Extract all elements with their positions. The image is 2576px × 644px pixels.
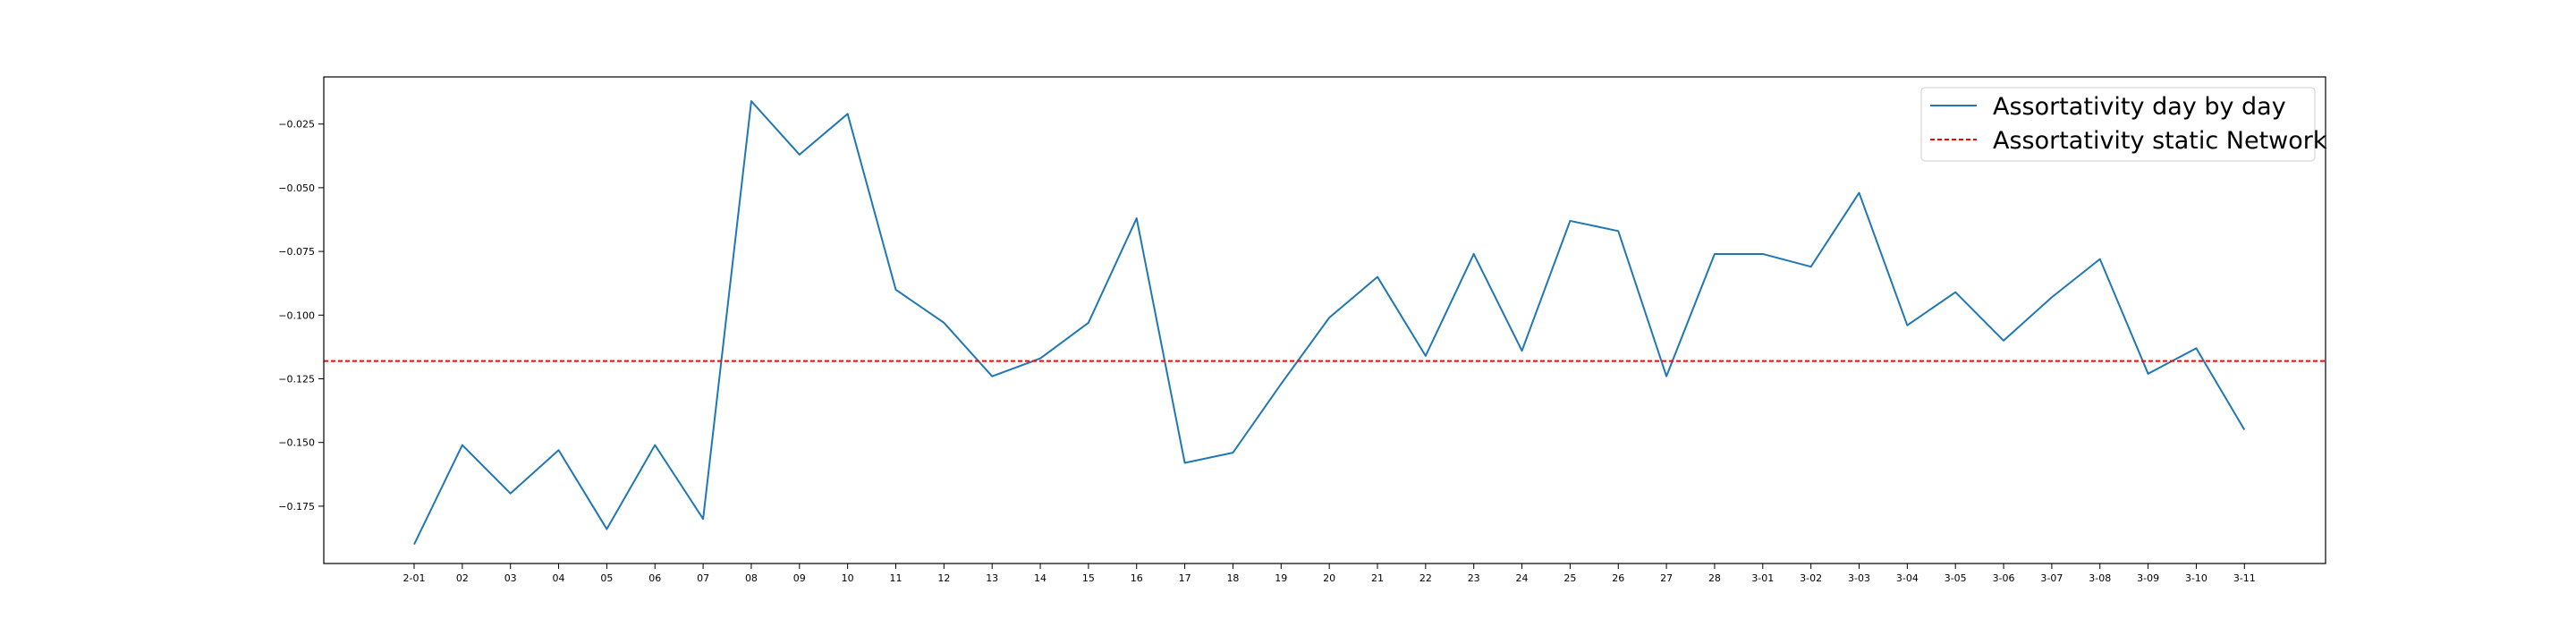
x-tick-label: 3-01: [1751, 572, 1774, 584]
data-point: [2051, 296, 2053, 298]
x-tick-label: 3-02: [1800, 572, 1822, 584]
y-tick-label: −0.125: [278, 374, 315, 386]
data-point: [413, 544, 415, 546]
y-axis: −0.175 −0.150 −0.125 −0.100 −0.075 −0.050 −0.0…: [278, 119, 324, 513]
data-point: [2148, 373, 2149, 375]
x-tick-label: 3-04: [1896, 572, 1919, 584]
x-tick-label: 23: [1468, 572, 1480, 584]
data-point: [1521, 350, 1523, 352]
x-tick-label: 24: [1516, 572, 1529, 584]
x-tick-label: 18: [1226, 572, 1239, 584]
plot-frame: [323, 76, 2326, 564]
y-tick-label: −0.075: [278, 246, 315, 258]
data-point: [943, 322, 945, 324]
data-point: [1714, 253, 1716, 255]
data-point: [654, 445, 656, 446]
x-tick-label: 16: [1131, 572, 1143, 584]
data-point: [2099, 258, 2101, 260]
x-tick-label: 20: [1323, 572, 1335, 584]
legend: Assortativity day by day Assortativity s…: [1920, 87, 2327, 162]
data-point: [1617, 230, 1619, 232]
x-tick-label: 14: [1034, 572, 1046, 584]
x-tick-label: 12: [937, 572, 950, 584]
x-tick-label: 04: [553, 572, 565, 584]
x-tick-label: 22: [1419, 572, 1432, 584]
x-tick-label: 21: [1371, 572, 1384, 584]
x-tick-label: 17: [1179, 572, 1191, 584]
data-point: [847, 113, 849, 114]
data-point: [2243, 428, 2245, 430]
x-tick-label: 02: [456, 572, 469, 584]
y-tick-label: −0.100: [278, 309, 315, 321]
data-point: [2003, 340, 2004, 342]
x-tick-label: 06: [648, 572, 661, 584]
x-tick-label: 13: [986, 572, 998, 584]
legend-box: [1920, 87, 2316, 162]
data-point: [1762, 253, 1764, 255]
y-tick-label: −0.175: [278, 501, 315, 513]
data-point: [1665, 376, 1667, 377]
x-tick-label: 3-07: [2040, 572, 2063, 584]
x-tick-label: 3-06: [1993, 572, 2015, 584]
data-point: [1810, 266, 1812, 267]
data-point: [1039, 358, 1041, 360]
series-line-assortativity-daily: [413, 100, 2246, 546]
x-tick-label: 11: [890, 572, 902, 584]
x-tick-label: 3-05: [1945, 572, 1967, 584]
data-point: [606, 529, 607, 530]
data-point: [1136, 217, 1138, 219]
x-tick-label: 26: [1612, 572, 1624, 584]
data-point: [1569, 220, 1571, 222]
data-point: [2195, 347, 2197, 349]
x-axis: 2-01 02 03 04 05 06 07 08 09 10 11 12 13 14 15 16 17 18 19…: [403, 564, 2256, 584]
x-tick-label: 09: [793, 572, 806, 584]
x-tick-label: 05: [600, 572, 613, 584]
x-tick-label: 10: [842, 572, 854, 584]
x-tick-label: 2-01: [403, 572, 426, 584]
series-layer: [324, 100, 2326, 546]
data-point: [1859, 192, 1860, 194]
x-tick-label: 3-10: [2185, 572, 2207, 584]
legend-label-daily: Assortativity day by day: [1993, 93, 2286, 121]
data-point: [895, 289, 897, 291]
data-point: [1906, 325, 1908, 326]
data-point: [1425, 355, 1427, 357]
x-tick-label: 3-09: [2137, 572, 2159, 584]
data-point: [1377, 276, 1378, 278]
legend-label-static: Assortativity static Network: [1993, 127, 2327, 155]
x-tick-label: 03: [504, 572, 517, 584]
y-tick-label: −0.025: [278, 119, 315, 131]
data-point: [1328, 317, 1330, 318]
x-tick-label: 08: [745, 572, 758, 584]
data-point: [1954, 292, 1956, 293]
data-point: [1473, 253, 1475, 255]
data-point: [991, 376, 993, 377]
x-tick-label: 19: [1275, 572, 1287, 584]
x-tick-label: 07: [697, 572, 709, 584]
data-point: [1280, 383, 1282, 385]
data-point: [799, 154, 801, 156]
data-point: [750, 100, 752, 102]
x-tick-label: 3-03: [1848, 572, 1870, 584]
y-tick-label: −0.150: [278, 437, 315, 449]
data-point: [462, 445, 463, 446]
data-point: [510, 493, 512, 495]
data-point: [558, 449, 560, 451]
data-point: [1088, 322, 1089, 324]
x-tick-label: 25: [1563, 572, 1576, 584]
y-tick-label: −0.050: [278, 182, 315, 194]
data-point: [702, 518, 704, 520]
x-tick-label: 3-11: [2233, 572, 2256, 584]
x-tick-label: 15: [1082, 572, 1095, 584]
x-tick-label: 28: [1708, 572, 1721, 584]
x-tick-label: 27: [1660, 572, 1673, 584]
data-point: [1232, 452, 1233, 453]
data-point: [1184, 462, 1186, 463]
x-tick-label: 3-08: [2089, 572, 2111, 584]
